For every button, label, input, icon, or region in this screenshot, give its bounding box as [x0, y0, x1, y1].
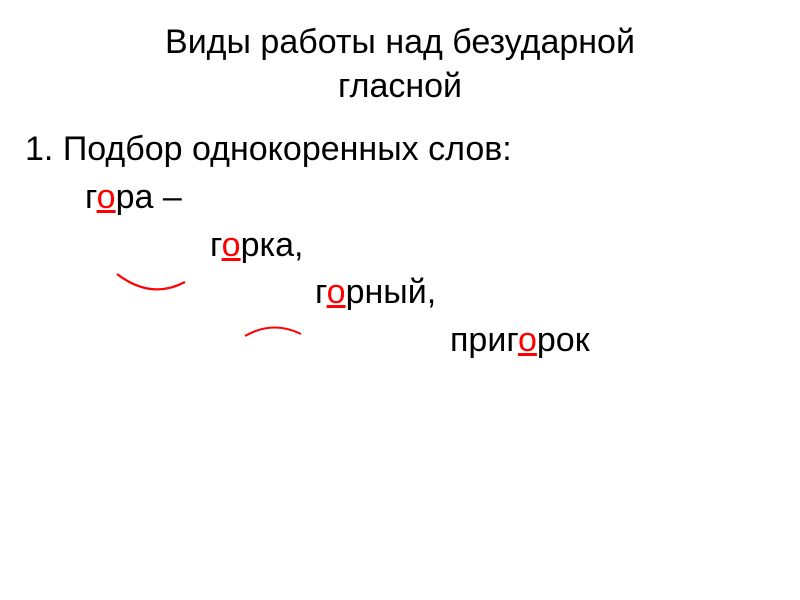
word-row-4: пригорок	[25, 317, 800, 365]
title-line-1: Виды работы над безударной	[0, 20, 800, 64]
word-pre: приг	[450, 321, 518, 359]
slide-title: Виды работы над безударной гласной	[0, 0, 800, 108]
word-row-3: горный,	[25, 269, 800, 317]
word-highlight: о	[222, 226, 241, 264]
list-item-1: 1. Подбор однокоренных слов:	[25, 126, 800, 174]
word-highlight: о	[518, 321, 537, 359]
word-pre: г	[85, 178, 97, 216]
word-row-2: горка,	[25, 222, 800, 270]
word-highlight: о	[327, 273, 346, 311]
word-row-1: гора –	[25, 174, 800, 222]
list-number: 1.	[25, 130, 53, 168]
word-pre: г	[210, 226, 222, 264]
word-post: рка,	[241, 226, 304, 264]
word-post: ра –	[116, 178, 182, 216]
title-line-2: гласной	[0, 64, 800, 108]
word-highlight: о	[97, 178, 116, 216]
word-pre: г	[315, 273, 327, 311]
content-area: 1. Подбор однокоренных слов: гора – горк…	[0, 108, 800, 364]
list-text: Подбор однокоренных слов:	[63, 130, 512, 168]
word-post: рный,	[346, 273, 437, 311]
word-post: рок	[537, 321, 590, 359]
